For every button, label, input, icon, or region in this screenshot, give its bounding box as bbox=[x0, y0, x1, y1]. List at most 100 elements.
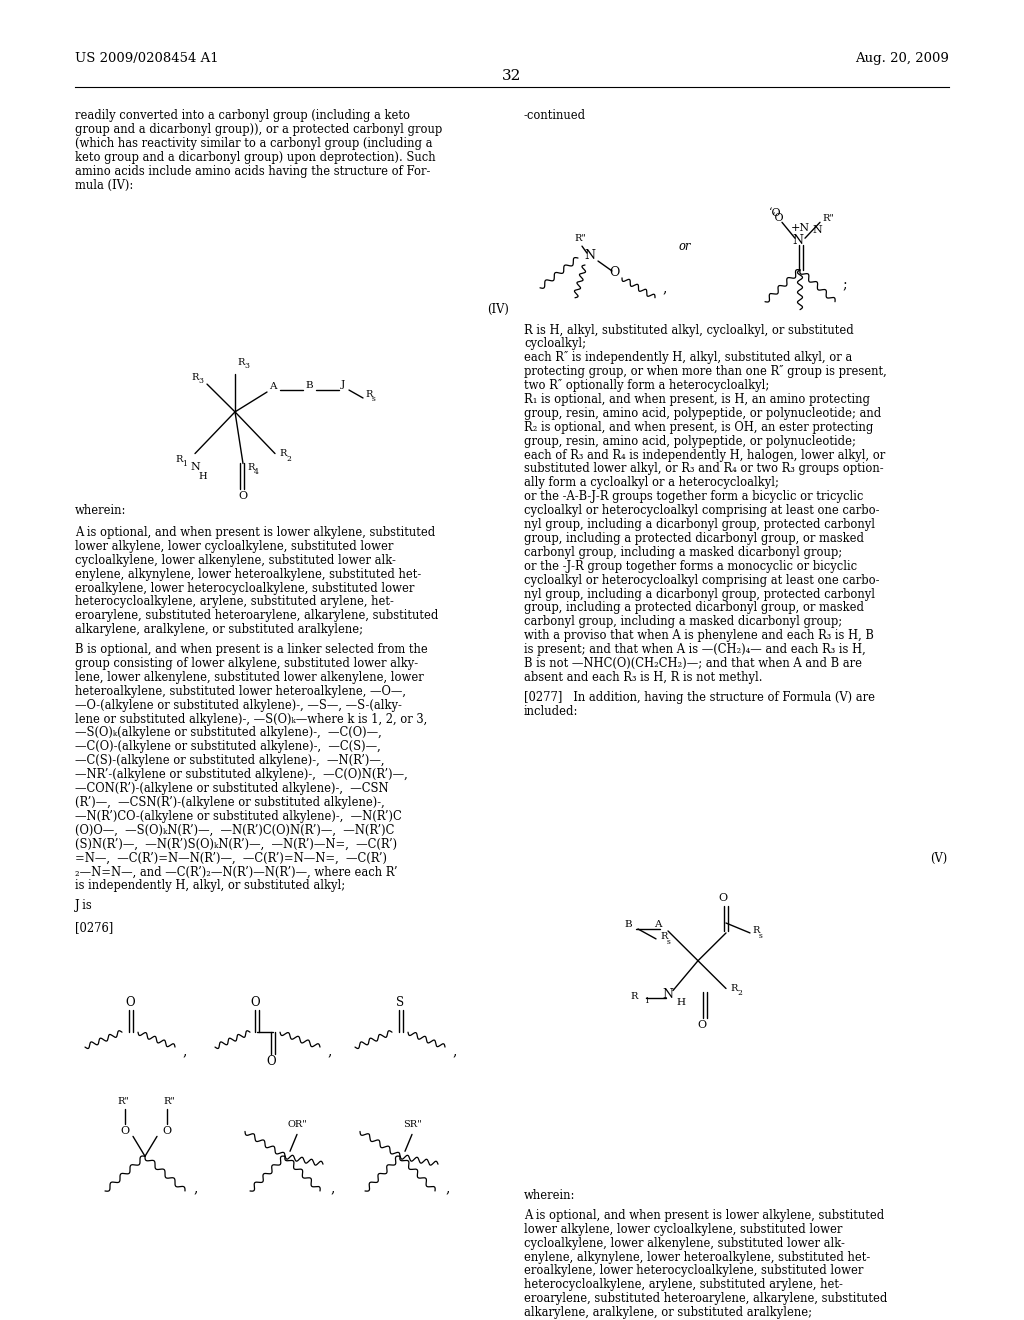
Text: ,: , bbox=[445, 1181, 450, 1195]
Text: ,: , bbox=[327, 1044, 332, 1059]
Text: carbonyl group, including a masked dicarbonyl group;: carbonyl group, including a masked dicar… bbox=[524, 546, 842, 558]
Text: R: R bbox=[752, 927, 760, 936]
Text: mula (IV):: mula (IV): bbox=[75, 178, 133, 191]
Text: heteroalkylene, substituted lower heteroalkylene, —O—,: heteroalkylene, substituted lower hetero… bbox=[75, 685, 406, 698]
Text: (R’)—,  —CSN(R’)-(alkylene or substituted alkylene)-,: (R’)—, —CSN(R’)-(alkylene or substituted… bbox=[75, 796, 385, 809]
Text: 4: 4 bbox=[254, 469, 259, 477]
Text: R: R bbox=[247, 463, 254, 473]
Text: O: O bbox=[250, 995, 260, 1008]
Text: R: R bbox=[365, 389, 373, 399]
Text: (V): (V) bbox=[930, 851, 947, 865]
Text: or the -J-R group together forms a monocyclic or bicyclic: or the -J-R group together forms a monoc… bbox=[524, 560, 857, 573]
Text: A: A bbox=[269, 381, 276, 391]
Text: group, resin, amino acid, polypeptide, or polynucleotide;: group, resin, amino acid, polypeptide, o… bbox=[524, 434, 856, 447]
Text: alkarylene, aralkylene, or substituted aralkylene;: alkarylene, aralkylene, or substituted a… bbox=[524, 1305, 812, 1319]
Text: ,: , bbox=[452, 1044, 457, 1059]
Text: ,: , bbox=[182, 1044, 186, 1059]
Text: wherein:: wherein: bbox=[75, 504, 126, 517]
Text: s: s bbox=[667, 939, 671, 946]
Text: B: B bbox=[625, 920, 632, 928]
Text: J: J bbox=[341, 380, 345, 388]
Text: [0277]   In addition, having the structure of Formula (V) are: [0277] In addition, having the structure… bbox=[524, 690, 874, 704]
Text: R: R bbox=[279, 449, 287, 458]
Text: R": R" bbox=[574, 234, 586, 243]
Text: each R″ is independently H, alkyl, substituted alkyl, or a: each R″ is independently H, alkyl, subst… bbox=[524, 351, 852, 364]
Text: R: R bbox=[730, 983, 737, 993]
Text: heterocycloalkylene, arylene, substituted arylene, het-: heterocycloalkylene, arylene, substitute… bbox=[524, 1278, 843, 1291]
Text: A is optional, and when present is lower alkylene, substituted: A is optional, and when present is lower… bbox=[524, 1209, 885, 1222]
Text: R": R" bbox=[822, 214, 834, 223]
Text: SR": SR" bbox=[402, 1119, 421, 1129]
Text: R: R bbox=[631, 991, 638, 1001]
Text: group, including a protected dicarbonyl group, or masked: group, including a protected dicarbonyl … bbox=[524, 532, 864, 545]
Text: keto group and a dicarbonyl group) upon deprotection). Such: keto group and a dicarbonyl group) upon … bbox=[75, 150, 435, 164]
Text: (O)O—,  —S(O)ₖN(R’)—,  —N(R’)C(O)N(R’)—,  —N(R’)C: (O)O—, —S(O)ₖN(R’)—, —N(R’)C(O)N(R’)—, —… bbox=[75, 824, 394, 837]
Text: wherein:: wherein: bbox=[524, 1189, 575, 1203]
Text: heterocycloalkylene, arylene, substituted arylene, het-: heterocycloalkylene, arylene, substitute… bbox=[75, 595, 394, 609]
Text: enylene, alkynylene, lower heteroalkylene, substituted het-: enylene, alkynylene, lower heteroalkylen… bbox=[524, 1250, 870, 1263]
Text: R: R bbox=[175, 455, 182, 465]
Text: eroalkylene, lower heterocycloalkylene, substituted lower: eroalkylene, lower heterocycloalkylene, … bbox=[75, 582, 415, 594]
Text: substituted lower alkyl, or R₃ and R₄ or two R₃ groups option-: substituted lower alkyl, or R₃ and R₄ or… bbox=[524, 462, 884, 475]
Text: N: N bbox=[190, 462, 200, 473]
Text: R": R" bbox=[163, 1097, 175, 1106]
Text: eroalkylene, lower heterocycloalkylene, substituted lower: eroalkylene, lower heterocycloalkylene, … bbox=[524, 1265, 863, 1278]
Text: 1: 1 bbox=[644, 998, 649, 1006]
Text: ₂—N=N—, and —C(R’)₂—N(R’)—N(R’)—, where each R’: ₂—N=N—, and —C(R’)₂—N(R’)—N(R’)—, where … bbox=[75, 866, 397, 878]
Text: ʻO: ʻO bbox=[772, 214, 784, 223]
Text: ,: , bbox=[330, 1181, 335, 1195]
Text: readily converted into a carbonyl group (including a keto: readily converted into a carbonyl group … bbox=[75, 110, 410, 123]
Text: O: O bbox=[266, 1056, 275, 1068]
Text: J is: J is bbox=[75, 899, 93, 912]
Text: nyl group, including a dicarbonyl group, protected carbonyl: nyl group, including a dicarbonyl group,… bbox=[524, 587, 874, 601]
Text: ,: , bbox=[193, 1181, 198, 1195]
Text: =N—,  —C(R’)=N—N(R’)—,  —C(R’)=N—N=,  —C(R’): =N—, —C(R’)=N—N(R’)—, —C(R’)=N—N=, —C(R’… bbox=[75, 851, 387, 865]
Text: 3: 3 bbox=[198, 378, 203, 385]
Text: -continued: -continued bbox=[524, 110, 586, 123]
Text: each of R₃ and R₄ is independently H, halogen, lower alkyl, or: each of R₃ and R₄ is independently H, ha… bbox=[524, 449, 886, 462]
Text: group, resin, amino acid, polypeptide, or polynucleotide; and: group, resin, amino acid, polypeptide, o… bbox=[524, 407, 882, 420]
Text: R": R" bbox=[117, 1097, 129, 1106]
Text: enylene, alkynylene, lower heteroalkylene, substituted het-: enylene, alkynylene, lower heteroalkylen… bbox=[75, 568, 421, 581]
Text: B is not —NHC(O)(CH₂CH₂)—; and that when A and B are: B is not —NHC(O)(CH₂CH₂)—; and that when… bbox=[524, 657, 862, 671]
Text: —O-(alkylene or substituted alkylene)-, —S—, —S-(alky-: —O-(alkylene or substituted alkylene)-, … bbox=[75, 698, 401, 711]
Text: 2: 2 bbox=[286, 454, 291, 462]
Text: O: O bbox=[125, 995, 135, 1008]
Text: H: H bbox=[198, 471, 207, 480]
Text: Aug. 20, 2009: Aug. 20, 2009 bbox=[855, 51, 949, 65]
Text: US 2009/0208454 A1: US 2009/0208454 A1 bbox=[75, 51, 219, 65]
Text: O: O bbox=[697, 1020, 707, 1030]
Text: B is optional, and when present is a linker selected from the: B is optional, and when present is a lin… bbox=[75, 643, 428, 656]
Text: (IV): (IV) bbox=[487, 302, 509, 315]
Text: 3: 3 bbox=[244, 362, 249, 370]
Text: —S(O)ₖ(alkylene or substituted alkylene)-,  —C(O)—,: —S(O)ₖ(alkylene or substituted alkylene)… bbox=[75, 726, 382, 739]
Text: N: N bbox=[663, 987, 674, 1001]
Text: N: N bbox=[812, 226, 821, 235]
Text: alkarylene, aralkylene, or substituted aralkylene;: alkarylene, aralkylene, or substituted a… bbox=[75, 623, 362, 636]
Text: lower alkylene, lower cycloalkylene, substituted lower: lower alkylene, lower cycloalkylene, sub… bbox=[524, 1222, 843, 1236]
Text: —NR’-(alkylene or substituted alkylene)-,  —C(O)N(R’)—,: —NR’-(alkylene or substituted alkylene)-… bbox=[75, 768, 408, 781]
Text: lene, lower alkenylene, substituted lower alkenylene, lower: lene, lower alkenylene, substituted lowe… bbox=[75, 671, 424, 684]
Text: R₁ is optional, and when present, is H, an amino protecting: R₁ is optional, and when present, is H, … bbox=[524, 393, 870, 407]
Text: O: O bbox=[163, 1126, 172, 1137]
Text: cycloalkyl or heterocycloalkyl comprising at least one carbo-: cycloalkyl or heterocycloalkyl comprisin… bbox=[524, 574, 880, 586]
Text: (S)N(R’)—,  —N(R’)S(O)ₖN(R’)—,  —N(R’)—N=,  —C(R’): (S)N(R’)—, —N(R’)S(O)ₖN(R’)—, —N(R’)—N=,… bbox=[75, 838, 397, 850]
Text: nyl group, including a dicarbonyl group, protected carbonyl: nyl group, including a dicarbonyl group,… bbox=[524, 517, 874, 531]
Text: 2: 2 bbox=[737, 990, 741, 998]
Text: protecting group, or when more than one R″ group is present,: protecting group, or when more than one … bbox=[524, 366, 887, 379]
Text: with a proviso that when A is phenylene and each R₃ is H, B: with a proviso that when A is phenylene … bbox=[524, 630, 873, 643]
Text: R: R bbox=[237, 358, 245, 367]
Text: cycloalkylene, lower alkenylene, substituted lower alk-: cycloalkylene, lower alkenylene, substit… bbox=[524, 1237, 845, 1250]
Text: s: s bbox=[372, 395, 376, 403]
Text: 1: 1 bbox=[182, 461, 186, 469]
Text: A is optional, and when present is lower alkylene, substituted: A is optional, and when present is lower… bbox=[75, 525, 435, 539]
Text: lower alkylene, lower cycloalkylene, substituted lower: lower alkylene, lower cycloalkylene, sub… bbox=[75, 540, 393, 553]
Text: OR": OR" bbox=[287, 1119, 307, 1129]
Text: group and a dicarbonyl group)), or a protected carbonyl group: group and a dicarbonyl group)), or a pro… bbox=[75, 123, 442, 136]
Text: ʻO: ʻO bbox=[769, 209, 782, 218]
Text: —CON(R’)-(alkylene or substituted alkylene)-,  —CSN: —CON(R’)-(alkylene or substituted alkyle… bbox=[75, 781, 389, 795]
Text: A: A bbox=[654, 920, 662, 928]
Text: or the -A-B-J-R groups together form a bicyclic or tricyclic: or the -A-B-J-R groups together form a b… bbox=[524, 490, 863, 503]
Text: ,: , bbox=[662, 281, 667, 294]
Text: [0276]: [0276] bbox=[75, 921, 114, 935]
